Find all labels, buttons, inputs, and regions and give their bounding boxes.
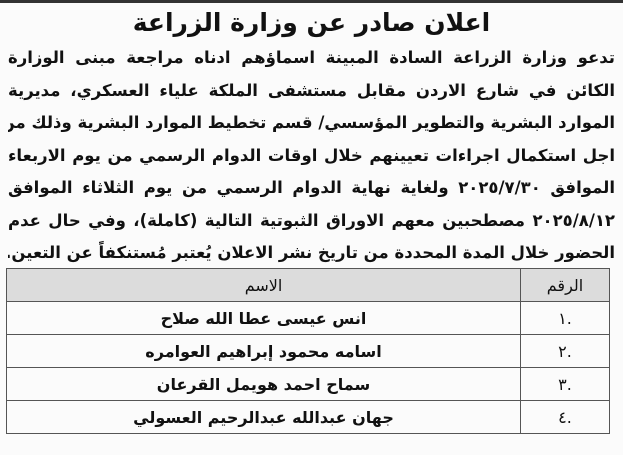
row-name: انس عيسى عطا الله صلاح (6, 301, 521, 335)
names-table: الرقم الاسم .١ انس عيسى عطا الله صلاح .٢… (6, 268, 610, 434)
row-name: سماح احمد هويمل القرعان (6, 367, 521, 401)
header-name: الاسم (6, 268, 521, 302)
table-row: .٢ اسامه محمود إبراهيم العوامره (6, 334, 610, 368)
body-line: ٢٠٢٥/٨/١٢ مصطحبين معهم الاوراق الثبوتية … (8, 210, 615, 230)
row-number: .٣ (520, 367, 610, 401)
header-number: الرقم (520, 268, 610, 302)
notice-body: تدعو وزارة الزراعة السادة المبينة اسماؤه… (8, 42, 615, 270)
top-rule (0, 0, 623, 3)
table-row: .٤ جهان عبدالله عبدالرحيم العسولي (6, 400, 610, 434)
row-number: .٤ (520, 400, 610, 434)
table-row: .٣ سماح احمد هويمل القرعان (6, 367, 610, 401)
body-line: الموافق ٢٠٢٥/٧/٣٠ ولغاية نهاية الدوام ال… (8, 178, 615, 197)
row-number: .٢ (520, 334, 610, 368)
body-line: الكائن في شارع الاردن مقابل مستشفى الملك… (8, 80, 615, 100)
notice-title: اعلان صادر عن وزارة الزراعة (132, 8, 491, 37)
table-row: .١ انس عيسى عطا الله صلاح (6, 301, 610, 335)
row-number: .١ (520, 301, 610, 335)
body-line: تدعو وزارة الزراعة السادة المبينة اسماؤه… (8, 48, 615, 67)
table-header-row: الرقم الاسم (6, 268, 610, 302)
body-line: الحضور خلال المدة المحددة من تاريخ نشر ا… (8, 243, 615, 262)
body-line: الموارد البشرية والتطوير المؤسسي/ قسم تخ… (8, 113, 615, 132)
row-name: جهان عبدالله عبدالرحيم العسولي (6, 400, 521, 434)
body-line: اجل استكمال اجراءات تعيينهم خلال اوقات ا… (8, 145, 615, 165)
row-name: اسامه محمود إبراهيم العوامره (6, 334, 521, 368)
